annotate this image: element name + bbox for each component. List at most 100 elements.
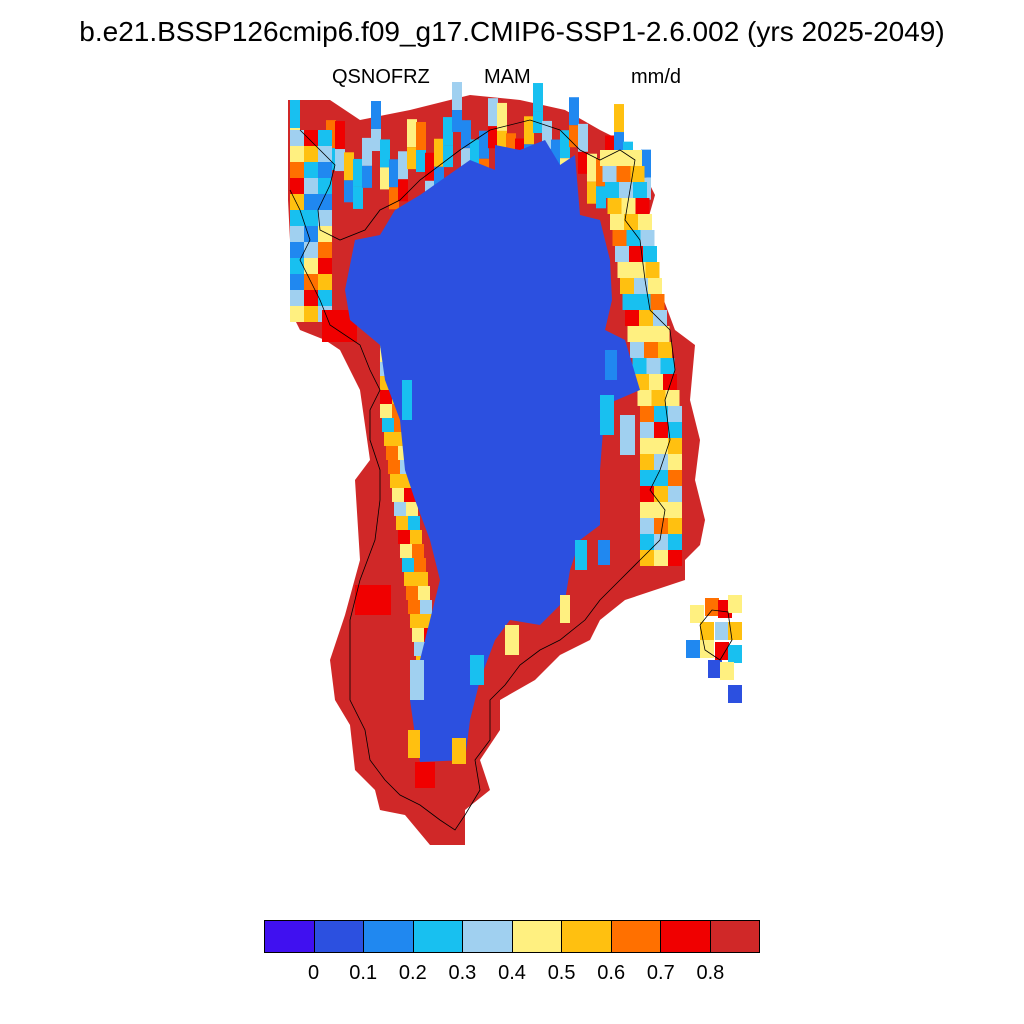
map-cell — [353, 186, 363, 209]
plot-title: b.e21.BSSP126cmip6.f09_g17.CMIP6-SSP1-2.… — [79, 16, 945, 47]
map-cell — [630, 342, 644, 358]
map-cell — [569, 97, 579, 126]
colorbar-swatch — [413, 921, 463, 952]
map-cell — [587, 153, 597, 182]
map-cell — [649, 374, 663, 390]
map-cell — [650, 294, 665, 310]
colorbar-swatch — [611, 921, 661, 952]
map-cell — [389, 159, 399, 188]
map-cell — [640, 438, 654, 454]
map-cell — [412, 544, 424, 558]
map-cell — [668, 422, 682, 438]
map-cell — [654, 406, 668, 422]
map-cell — [654, 550, 668, 566]
map-cell — [388, 460, 400, 474]
map-cell — [615, 246, 629, 262]
map-cell — [640, 534, 654, 550]
map-cell — [641, 149, 651, 178]
map-cell — [629, 246, 643, 262]
map-cell — [497, 130, 507, 153]
map-cell — [304, 178, 318, 194]
map-cell — [654, 438, 668, 454]
map-cell — [398, 530, 410, 544]
map-cell — [635, 198, 650, 214]
map-cell — [663, 374, 677, 390]
map-cell — [402, 380, 412, 420]
map-cell — [416, 121, 426, 150]
map-cell — [304, 146, 318, 162]
colorbar — [264, 920, 760, 953]
map-cell — [524, 116, 534, 145]
map-cell — [335, 121, 345, 150]
map-cell — [290, 274, 304, 290]
map-cell — [587, 181, 597, 204]
map-cell — [640, 422, 654, 438]
map-cell — [380, 404, 392, 418]
map-cell — [643, 246, 657, 262]
map-cell — [614, 132, 624, 155]
map-cell — [645, 262, 660, 278]
map-cell — [344, 180, 354, 203]
map-cell — [304, 226, 318, 242]
map-cell — [470, 139, 480, 168]
colorbar-swatch — [314, 921, 364, 952]
map-cell — [542, 120, 552, 149]
map-cell — [708, 660, 722, 678]
map-cell — [394, 502, 406, 516]
map-cell — [658, 342, 672, 358]
season-label: MAM — [484, 66, 531, 88]
colorbar-tick-label: 0.5 — [547, 962, 576, 984]
map-cell — [389, 187, 399, 210]
map-cell — [410, 530, 422, 544]
map-cell — [610, 214, 624, 230]
colorbar-tick-label: 0.1 — [349, 962, 378, 984]
map-cell — [668, 438, 682, 454]
map-cell — [408, 516, 420, 530]
map-cell — [533, 83, 543, 112]
map-cell — [668, 406, 682, 422]
map-cell — [654, 454, 668, 470]
map-cell — [654, 518, 668, 534]
map-cell — [640, 550, 654, 566]
map-cell — [720, 662, 734, 680]
map-cell — [665, 390, 680, 406]
map-cell — [560, 130, 570, 159]
map-cell — [479, 130, 489, 159]
map-cell — [434, 166, 444, 189]
map-cell — [318, 162, 332, 178]
map-cell — [624, 214, 638, 230]
map-cell — [616, 166, 631, 182]
map-cell — [420, 600, 432, 614]
map-cell — [380, 139, 390, 168]
colorbar-tick-label: 0.4 — [498, 962, 526, 984]
map-cell — [400, 544, 412, 558]
map-cell — [396, 516, 408, 530]
map-cell — [621, 198, 636, 214]
greenland-map — [288, 82, 742, 845]
map-cell — [304, 210, 318, 226]
map-cell — [637, 390, 652, 406]
map-cell — [646, 358, 661, 374]
map-cell — [668, 502, 682, 518]
map-cell — [668, 518, 682, 534]
variable-label: QSNOFRZ — [332, 66, 430, 88]
map-cell — [470, 655, 484, 685]
map-cell — [640, 518, 654, 534]
map-cell — [626, 230, 641, 246]
map-cell — [640, 486, 654, 502]
map-cell — [700, 640, 714, 658]
map-cell — [497, 102, 507, 131]
iceland-coastline — [699, 609, 733, 661]
map-cell — [290, 146, 304, 162]
map-cell — [290, 100, 300, 128]
map-cell — [488, 98, 498, 127]
map-cell — [600, 150, 614, 166]
map-cell — [318, 258, 332, 274]
map-cell — [410, 614, 422, 628]
map-cell — [318, 130, 332, 146]
map-cell — [638, 214, 652, 230]
map-cell — [700, 622, 714, 640]
map-cell — [668, 550, 682, 566]
map-cell — [625, 310, 639, 326]
map-cell — [380, 390, 392, 404]
